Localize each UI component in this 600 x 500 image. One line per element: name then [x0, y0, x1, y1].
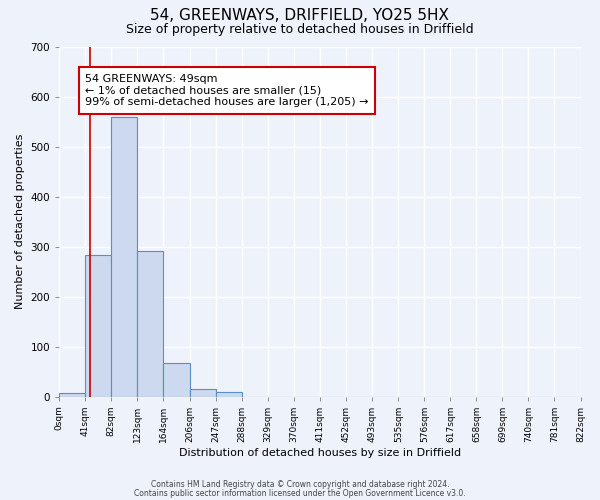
Bar: [190, 388, 216, 396]
Bar: [163, 362, 190, 396]
Bar: [137, 250, 163, 396]
Bar: [216, 392, 242, 396]
Y-axis label: Number of detached properties: Number of detached properties: [15, 134, 25, 309]
Bar: [59, 392, 85, 396]
Text: Size of property relative to detached houses in Driffield: Size of property relative to detached ho…: [126, 22, 474, 36]
Bar: [111, 116, 137, 396]
Text: 54 GREENWAYS: 49sqm
← 1% of detached houses are smaller (15)
99% of semi-detache: 54 GREENWAYS: 49sqm ← 1% of detached hou…: [85, 74, 369, 107]
Text: 54, GREENWAYS, DRIFFIELD, YO25 5HX: 54, GREENWAYS, DRIFFIELD, YO25 5HX: [151, 8, 449, 22]
X-axis label: Distribution of detached houses by size in Driffield: Distribution of detached houses by size …: [179, 448, 461, 458]
Text: Contains public sector information licensed under the Open Government Licence v3: Contains public sector information licen…: [134, 488, 466, 498]
Text: Contains HM Land Registry data © Crown copyright and database right 2024.: Contains HM Land Registry data © Crown c…: [151, 480, 449, 489]
Bar: [85, 255, 111, 396]
